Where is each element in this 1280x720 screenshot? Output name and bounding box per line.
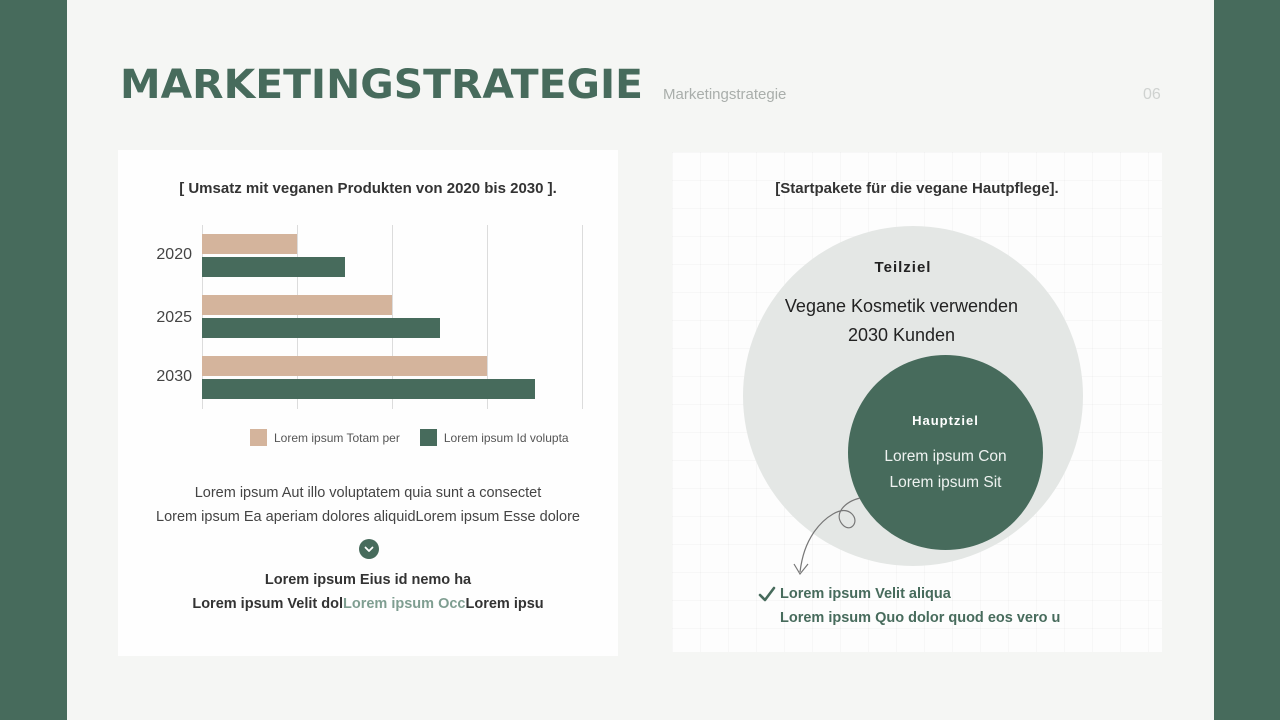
checklist-text: Lorem ipsum Velit aliqua (780, 586, 951, 602)
revenue-chart-panel: [ Umsatz mit veganen Produkten von 2020 … (118, 150, 618, 656)
chart-gridline (582, 225, 583, 409)
bar-series-1-2020 (202, 234, 297, 254)
right-accent-bar (1214, 0, 1280, 720)
main-goal-circle: Hauptziel Lorem ipsum Con Lorem ipsum Si… (848, 355, 1043, 550)
main-goal-title: Hauptziel (912, 413, 979, 428)
slide-subtitle: Marketingstrategie (663, 86, 787, 103)
page-number: 06 (1143, 86, 1161, 103)
bar-series-1-2025 (202, 295, 392, 315)
goals-heading: [Startpakete für die vegane Hautpflege]. (775, 180, 1059, 197)
chevron-down-circle-icon (359, 539, 379, 559)
legend-label: Lorem ipsum Totam per (274, 430, 400, 445)
category-label: 2030 (156, 368, 192, 385)
main-goal-text: Lorem ipsum Con Lorem ipsum Sit (848, 444, 1043, 496)
description-line: Lorem ipsum Aut illo voluptatem quia sun… (194, 485, 542, 501)
bar-series-2-2020 (202, 257, 345, 277)
left-accent-bar (0, 0, 67, 720)
partial-goal-line: 2030 Kunden (847, 325, 956, 345)
chart-highlight: Lorem ipsum Eius id nemo ha Lorem ipsum … (118, 568, 618, 616)
bar-chart: 2020 2025 2030 Lorem ipsum Totam per Lor… (118, 150, 618, 450)
chart-gridline (297, 225, 298, 409)
chart-legend: Lorem ipsum Totam per Lorem ipsum Id vol… (250, 429, 589, 446)
chart-gridline (392, 225, 393, 409)
bar-series-1-2030 (202, 356, 487, 376)
legend-item: Lorem ipsum Totam per (250, 429, 400, 446)
highlight-line: Lorem ipsum Eius id nemo ha (264, 572, 472, 588)
checklist-item: Lorem ipsum Quo dolor quod eos vero u (758, 606, 1060, 630)
checklist-item: Lorem ipsum Velit aliqua (758, 582, 1060, 606)
checklist-text: Lorem ipsum Quo dolor quod eos vero u (780, 610, 1061, 626)
highlight-line: Lorem ipsum Velit dolLorem ipsum OccLore… (118, 592, 618, 616)
chart-title: [ Umsatz mit veganen Produkten von 2020 … (179, 180, 557, 197)
checklist: Lorem ipsum Velit aliqua Lorem ipsum Quo… (758, 582, 1060, 630)
legend-item: Lorem ipsum Id volupta (419, 429, 569, 446)
slide-title: MARKETINGSTRATEGIE (120, 62, 644, 108)
partial-goal-title: Teilziel (874, 259, 932, 276)
chart-gridline (487, 225, 488, 409)
main-goal-line: Lorem ipsum Con (884, 448, 1007, 465)
highlight-accent-text: Lorem ipsum Occ (343, 596, 466, 612)
highlight-text: Lorem ipsum Velit dol (192, 596, 344, 612)
bar-series-2-2025 (202, 318, 440, 338)
main-goal-line: Lorem ipsum Sit (889, 474, 1002, 491)
legend-swatch-green (419, 429, 437, 446)
highlight-text: Lorem ipsu (465, 596, 544, 612)
checkmark-icon (758, 586, 776, 602)
category-label: 2020 (156, 246, 192, 263)
legend-label: Lorem ipsum Id volupta (443, 430, 569, 445)
chart-description: Lorem ipsum Aut illo voluptatem quia sun… (118, 481, 618, 529)
bar-series-2-2030 (202, 379, 535, 399)
partial-goal-text: Vegane Kosmetik verwenden 2030 Kunden (743, 292, 1060, 350)
category-label: 2025 (156, 309, 192, 326)
legend-swatch-tan (250, 429, 267, 446)
chart-axis-line (202, 225, 203, 409)
description-line: Lorem ipsum Ea aperiam dolores aliquidLo… (156, 509, 580, 525)
curly-arrow-down-icon (793, 497, 861, 576)
goals-panel: [Startpakete für die vegane Hautpflege].… (672, 152, 1162, 652)
partial-goal-line: Vegane Kosmetik verwenden (784, 296, 1019, 316)
